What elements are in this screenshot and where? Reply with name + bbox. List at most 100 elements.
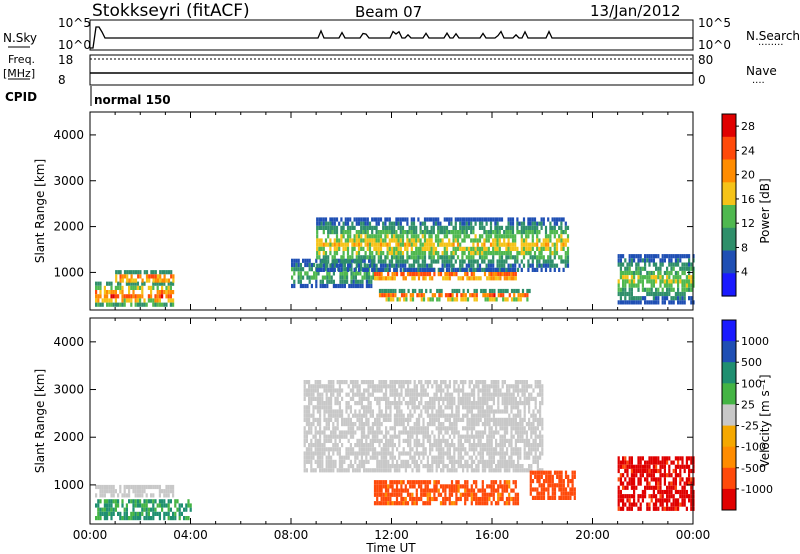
power-cell	[418, 293, 421, 298]
power-cell	[564, 255, 567, 260]
velocity-cell	[646, 468, 649, 474]
velocity-cell	[433, 443, 436, 448]
power-cell	[444, 272, 447, 277]
power-cell	[622, 291, 625, 297]
power-cell	[364, 263, 367, 268]
power-cell	[499, 267, 502, 272]
power-cell	[304, 262, 307, 268]
power-cell	[644, 262, 647, 267]
power-cell	[668, 275, 671, 280]
power-cell	[485, 267, 488, 272]
power-cell	[432, 225, 435, 230]
power-cell	[674, 262, 677, 267]
power-cell	[329, 246, 332, 251]
velocity-cell	[477, 422, 480, 427]
velocity-cell	[349, 405, 352, 410]
power-cell	[315, 258, 318, 263]
power-cell	[428, 242, 431, 247]
velocity-cell	[444, 417, 447, 422]
power-cell	[529, 230, 532, 235]
power-cell	[555, 251, 559, 256]
power-cell	[560, 255, 563, 260]
velocity-cell	[523, 405, 526, 410]
power-cell	[339, 283, 342, 289]
velocity-cell	[332, 447, 335, 452]
power-cell	[458, 288, 461, 294]
velocity-cell	[571, 470, 574, 475]
velocity-cell	[497, 492, 500, 497]
power-cell	[668, 258, 671, 263]
velocity-cell	[497, 392, 500, 397]
power-cell	[619, 296, 622, 301]
velocity-cell	[512, 426, 515, 431]
velocity-cell	[422, 426, 425, 431]
power-cell	[542, 242, 545, 247]
velocity-cell	[376, 434, 379, 439]
velocity-cell	[626, 468, 629, 474]
velocity-cell	[385, 464, 388, 469]
power-cell	[450, 217, 453, 222]
power-cell	[415, 225, 418, 230]
power-cell	[496, 238, 499, 243]
velocity-cell	[628, 464, 631, 469]
velocity-cell	[690, 494, 693, 499]
power-cell	[386, 234, 389, 239]
power-cell	[428, 234, 431, 239]
nsearch-tick-bottom: 10^0	[698, 38, 731, 52]
power-cell	[437, 255, 440, 260]
power-cell	[688, 266, 691, 271]
velocity-cell	[380, 496, 383, 502]
power-cell	[359, 283, 362, 289]
velocity-cell	[319, 443, 322, 448]
velocity-cell	[539, 401, 542, 406]
velocity-cell	[497, 384, 500, 389]
velocity-cell	[308, 388, 311, 393]
velocity-cell	[169, 507, 172, 512]
power-cell	[491, 297, 494, 302]
power-cell	[354, 267, 357, 272]
power-cell	[487, 246, 490, 251]
power-cell	[382, 276, 385, 281]
velocity-cell	[448, 405, 451, 410]
power-cell	[540, 251, 543, 256]
velocity-cell	[661, 502, 664, 507]
velocity-cell	[455, 492, 458, 497]
velocity-cell	[387, 492, 390, 497]
power-cell	[395, 267, 398, 272]
power-cell	[342, 221, 345, 226]
power-cell	[440, 293, 443, 298]
power-cell	[302, 283, 305, 289]
velocity-cell	[323, 468, 326, 473]
velocity-cell	[433, 480, 436, 485]
power-cell	[544, 263, 548, 268]
velocity-cell	[363, 451, 366, 456]
velocity-cell	[303, 426, 306, 431]
velocity-cell	[325, 464, 328, 469]
power-cell	[419, 255, 422, 260]
velocity-cell	[418, 405, 421, 410]
power-cell	[423, 267, 427, 272]
velocity-cell	[459, 455, 462, 460]
power-cell	[679, 275, 682, 280]
power-cell	[483, 230, 486, 235]
velocity-cell	[396, 434, 399, 439]
velocity-cell	[112, 511, 115, 516]
power-cell	[454, 267, 457, 272]
power-cell	[459, 267, 462, 272]
velocity-cell	[409, 409, 412, 414]
power-cell	[386, 255, 389, 260]
velocity-cell	[440, 409, 443, 414]
velocity-cell	[384, 492, 388, 497]
velocity-cell	[385, 401, 388, 406]
power-cell	[551, 251, 554, 256]
velocity-cell	[391, 388, 394, 393]
power-cell	[511, 242, 515, 247]
velocity-cell	[633, 473, 636, 478]
power-cell	[685, 279, 688, 284]
power-cell	[628, 291, 631, 297]
power-cell	[313, 275, 316, 280]
velocity-cell	[486, 405, 489, 410]
velocity-cell	[530, 384, 533, 389]
velocity-cell	[371, 468, 374, 473]
velocity-cell	[413, 396, 416, 401]
